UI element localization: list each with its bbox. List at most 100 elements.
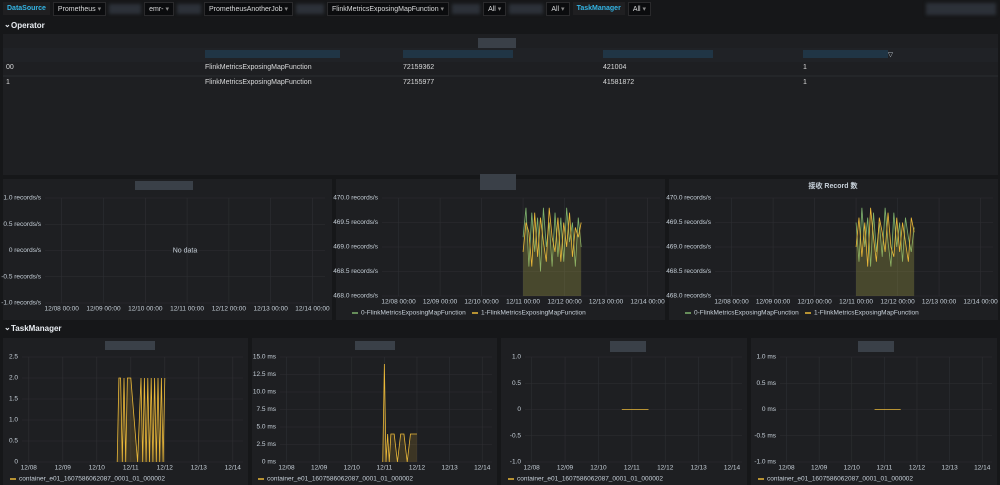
x-tick-label: 12/11 xyxy=(876,465,892,472)
x-tick-label: 12/10 00:00 xyxy=(797,299,832,306)
table-cell: FlinkMetricsExposingMapFunction xyxy=(205,64,312,71)
section-title[interactable]: Operator xyxy=(11,21,45,30)
y-tick-label: 468.0 records/s xyxy=(333,293,379,300)
dropdown[interactable]: All xyxy=(483,2,506,16)
x-tick-label: 12/14 xyxy=(474,465,491,472)
panel-title: 接收 Record 数 xyxy=(808,181,858,190)
panel xyxy=(3,179,332,320)
x-tick-label: 12/08 00:00 xyxy=(714,299,749,306)
blurred xyxy=(296,4,324,14)
x-tick-label: 12/10 xyxy=(590,465,607,472)
legend-label: 1-FlinkMetricsExposingMapFunction xyxy=(814,310,919,317)
x-tick-label: 12/09 00:00 xyxy=(423,299,458,306)
x-tick-label: 12/11 xyxy=(123,465,139,472)
y-tick-label: 2.5 xyxy=(9,354,18,361)
y-tick-label: 0 xyxy=(517,406,521,413)
x-tick-label: 12/09 00:00 xyxy=(86,306,121,313)
table-cell: 72159362 xyxy=(403,64,434,71)
y-tick-label: 0 xyxy=(14,459,18,466)
dropdown[interactable]: All xyxy=(628,2,651,16)
y-tick-label: 0 ms xyxy=(762,406,777,413)
y-tick-label: 2.0 xyxy=(9,375,18,382)
y-tick-label: 0.5 ms xyxy=(756,380,776,387)
y-tick-label: 0.5 xyxy=(512,380,521,387)
x-tick-label: 12/12 xyxy=(409,465,426,472)
legend-label: 0-FlinkMetricsExposingMapFunction xyxy=(361,310,466,317)
dropdown[interactable]: emr- xyxy=(144,2,174,16)
y-tick-label: -1.0 xyxy=(510,459,522,466)
y-tick-label: 0.5 records/s xyxy=(3,221,41,228)
blurred-header xyxy=(205,50,340,58)
x-tick-label: 12/08 xyxy=(278,465,295,472)
blurred-title xyxy=(135,181,193,190)
x-tick-label: 12/13 00:00 xyxy=(589,299,624,306)
table-cell: 1 xyxy=(6,79,10,86)
x-tick-label: 12/10 xyxy=(844,465,861,472)
x-tick-label: 12/10 00:00 xyxy=(128,306,163,313)
legend-label: container_e01_1607586062087_0001_01_0000… xyxy=(517,476,663,483)
x-tick-label: 12/13 00:00 xyxy=(922,299,957,306)
blurred-header xyxy=(403,50,513,58)
blurred-title xyxy=(610,341,646,352)
x-tick-label: 12/13 xyxy=(690,465,707,472)
y-tick-label: -0.5 xyxy=(510,432,522,439)
y-tick-label: 7.5 ms xyxy=(256,406,276,413)
y-tick-label: 15.0 ms xyxy=(253,354,277,361)
legend-label: container_e01_1607586062087_0001_01_0000… xyxy=(267,476,413,483)
y-tick-label: 468.5 records/s xyxy=(666,268,712,275)
panel xyxy=(751,338,997,485)
x-tick-label: 12/09 xyxy=(557,465,574,472)
blurred-title xyxy=(480,174,516,190)
x-tick-label: 12/09 xyxy=(811,465,828,472)
y-tick-label: 469.0 records/s xyxy=(666,244,712,251)
table-cell: 72155977 xyxy=(403,79,434,86)
x-tick-label: 12/14 00:00 xyxy=(963,299,998,306)
x-tick-label: 12/08 00:00 xyxy=(381,299,416,306)
x-tick-label: 12/12 00:00 xyxy=(547,299,582,306)
blurred xyxy=(509,4,543,14)
x-tick-label: 12/14 00:00 xyxy=(295,306,330,313)
panel xyxy=(3,338,248,485)
x-tick-label: 12/11 00:00 xyxy=(506,299,540,306)
x-tick-label: 12/10 00:00 xyxy=(464,299,499,306)
x-tick-label: 12/12 xyxy=(657,465,674,472)
x-tick-label: 12/11 xyxy=(624,465,640,472)
blurred-header xyxy=(603,50,713,58)
blurred-title xyxy=(105,341,155,350)
legend-label: 0-FlinkMetricsExposingMapFunction xyxy=(694,310,799,317)
dropdown[interactable]: PrometheusAnotherJob xyxy=(204,2,293,16)
y-tick-label: 1.0 xyxy=(9,417,18,424)
x-tick-label: 12/09 xyxy=(55,465,72,472)
table-cell: 421004 xyxy=(603,64,626,71)
dropdown[interactable]: FlinkMetricsExposingMapFunction xyxy=(327,2,449,16)
label: TaskManager xyxy=(573,2,625,15)
dropdown[interactable]: Prometheus xyxy=(53,2,106,16)
label: DataSource xyxy=(3,2,50,15)
x-tick-label: 12/13 xyxy=(191,465,208,472)
x-tick-label: 12/14 xyxy=(974,465,991,472)
y-tick-label: 469.5 records/s xyxy=(333,219,379,226)
blurred-header xyxy=(803,50,888,58)
y-tick-label: 1.0 records/s xyxy=(3,195,41,202)
y-tick-label: -1.0 ms xyxy=(754,459,776,466)
x-tick-label: 12/09 xyxy=(311,465,328,472)
x-tick-label: 12/12 00:00 xyxy=(212,306,247,313)
dropdown[interactable]: All xyxy=(546,2,569,16)
legend-label: 1-FlinkMetricsExposingMapFunction xyxy=(481,310,586,317)
y-tick-label: 0.5 xyxy=(9,438,18,445)
y-tick-label: 468.5 records/s xyxy=(333,268,379,275)
toolbar: DataSource Prometheus emr- PrometheusAno… xyxy=(0,0,1000,17)
y-tick-label: -0.5 ms xyxy=(754,432,776,439)
y-tick-label: -0.5 records/s xyxy=(1,273,41,280)
blurred-title xyxy=(478,38,516,48)
x-tick-label: 12/11 00:00 xyxy=(839,299,873,306)
blurred xyxy=(452,4,480,14)
section-title[interactable]: TaskManager xyxy=(11,324,62,333)
x-tick-label: 12/09 00:00 xyxy=(756,299,791,306)
blurred xyxy=(926,3,996,15)
table-cell: 00 xyxy=(6,64,14,71)
x-tick-label: 12/11 xyxy=(376,465,392,472)
x-tick-label: 12/14 xyxy=(724,465,741,472)
